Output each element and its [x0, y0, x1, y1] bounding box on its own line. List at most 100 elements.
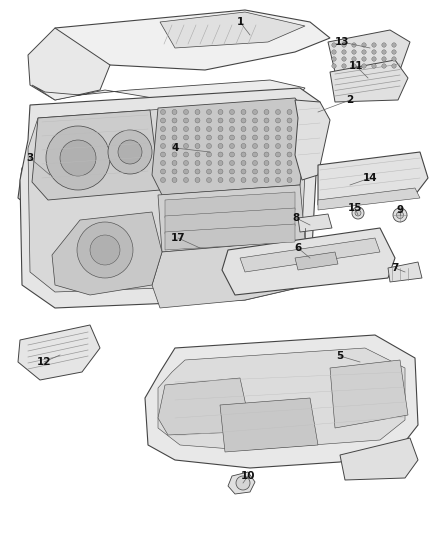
Polygon shape: [340, 438, 418, 480]
Circle shape: [172, 109, 177, 115]
Circle shape: [184, 152, 188, 157]
Circle shape: [230, 118, 234, 123]
Circle shape: [172, 177, 177, 182]
Circle shape: [342, 57, 346, 61]
Circle shape: [206, 169, 212, 174]
Circle shape: [352, 50, 356, 54]
Polygon shape: [28, 100, 308, 292]
Circle shape: [276, 152, 280, 157]
Circle shape: [264, 143, 269, 149]
Circle shape: [276, 177, 280, 182]
Polygon shape: [55, 10, 330, 70]
Circle shape: [206, 143, 212, 149]
Circle shape: [382, 43, 386, 47]
Polygon shape: [295, 100, 330, 180]
Circle shape: [160, 143, 166, 149]
Circle shape: [195, 177, 200, 182]
Circle shape: [172, 118, 177, 123]
Circle shape: [392, 50, 396, 54]
Circle shape: [241, 143, 246, 149]
Polygon shape: [28, 28, 110, 100]
Text: 6: 6: [294, 243, 302, 253]
Circle shape: [160, 160, 166, 166]
Circle shape: [372, 57, 376, 61]
Circle shape: [172, 152, 177, 157]
Circle shape: [332, 50, 336, 54]
Text: 8: 8: [293, 213, 300, 223]
Circle shape: [393, 208, 407, 222]
Circle shape: [218, 152, 223, 157]
Text: 2: 2: [346, 95, 353, 105]
Circle shape: [241, 118, 246, 123]
Polygon shape: [52, 212, 162, 295]
Circle shape: [218, 109, 223, 115]
Circle shape: [264, 118, 269, 123]
Polygon shape: [160, 12, 305, 48]
Circle shape: [108, 130, 152, 174]
Circle shape: [252, 143, 258, 149]
Circle shape: [195, 152, 200, 157]
Circle shape: [46, 126, 110, 190]
Polygon shape: [165, 208, 295, 234]
Circle shape: [184, 169, 188, 174]
Circle shape: [252, 160, 258, 166]
Circle shape: [206, 118, 212, 123]
Circle shape: [218, 160, 223, 166]
Circle shape: [276, 160, 280, 166]
Circle shape: [382, 57, 386, 61]
Circle shape: [252, 152, 258, 157]
Circle shape: [230, 169, 234, 174]
Circle shape: [195, 126, 200, 132]
Circle shape: [362, 43, 366, 47]
Circle shape: [252, 135, 258, 140]
Polygon shape: [158, 378, 248, 435]
Circle shape: [241, 169, 246, 174]
Circle shape: [252, 109, 258, 115]
Polygon shape: [158, 185, 305, 252]
Circle shape: [276, 118, 280, 123]
Circle shape: [230, 160, 234, 166]
Circle shape: [218, 169, 223, 174]
Circle shape: [172, 143, 177, 149]
Circle shape: [332, 64, 336, 68]
Text: 17: 17: [171, 233, 185, 243]
Circle shape: [264, 169, 269, 174]
Circle shape: [118, 140, 142, 164]
Circle shape: [352, 57, 356, 61]
Polygon shape: [295, 252, 338, 270]
Text: 10: 10: [241, 471, 255, 481]
Circle shape: [264, 160, 269, 166]
Polygon shape: [388, 262, 422, 282]
Polygon shape: [145, 335, 418, 468]
Circle shape: [206, 177, 212, 182]
Polygon shape: [298, 214, 332, 232]
Polygon shape: [32, 110, 160, 200]
Circle shape: [276, 143, 280, 149]
Circle shape: [184, 118, 188, 123]
Circle shape: [172, 169, 177, 174]
Circle shape: [352, 207, 364, 219]
Circle shape: [218, 118, 223, 123]
Circle shape: [382, 64, 386, 68]
Circle shape: [60, 140, 96, 176]
Circle shape: [252, 118, 258, 123]
Circle shape: [252, 177, 258, 182]
Polygon shape: [32, 80, 305, 108]
Circle shape: [287, 109, 292, 115]
Circle shape: [241, 135, 246, 140]
Polygon shape: [222, 228, 395, 295]
Circle shape: [160, 118, 166, 123]
Circle shape: [276, 169, 280, 174]
Polygon shape: [318, 188, 420, 210]
Circle shape: [287, 160, 292, 166]
Circle shape: [287, 169, 292, 174]
Polygon shape: [328, 30, 410, 72]
Circle shape: [195, 135, 200, 140]
Circle shape: [206, 135, 212, 140]
Circle shape: [287, 135, 292, 140]
Circle shape: [396, 212, 403, 219]
Circle shape: [184, 126, 188, 132]
Polygon shape: [18, 325, 100, 380]
Circle shape: [160, 152, 166, 157]
Polygon shape: [152, 240, 310, 308]
